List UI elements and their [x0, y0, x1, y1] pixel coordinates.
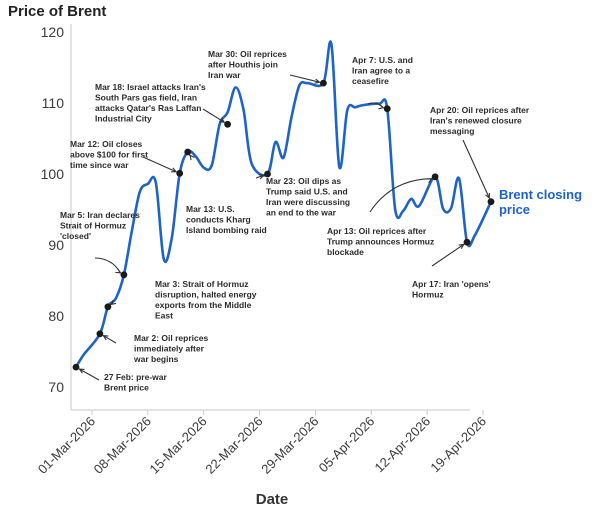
- annotation-arrow: [431, 243, 465, 267]
- annotation-arrowhead: [171, 167, 178, 173]
- annotation-arrowhead: [102, 335, 109, 341]
- x-axis: 01-Mar-202608-Mar-202615-Mar-202622-Mar-…: [35, 409, 489, 477]
- x-tick-label: 29-Mar-2026: [258, 414, 321, 477]
- annotation-arrow: [462, 139, 490, 199]
- y-tick-label: 110: [42, 95, 65, 111]
- annotation-label: Apr 7: U.S. and Iran agree to a ceasefire: [352, 55, 413, 86]
- annotation-arrow: [94, 257, 121, 274]
- annotation-arrows: [78, 74, 490, 381]
- y-tick-label: 100: [41, 166, 65, 182]
- annotation-arrowhead: [314, 78, 321, 84]
- annotation-label: Mar 23: Oil dips as Trump said U.S. and Ir…: [266, 176, 350, 218]
- brent-price-line: [74, 40, 493, 369]
- annotation-label: Apr 13: Oil reprices after Trump announce…: [327, 226, 434, 257]
- annotation-arrowhead: [115, 268, 122, 274]
- annotation-arrow: [79, 368, 100, 381]
- data-point-marker: [383, 105, 391, 113]
- y-tick-label: 80: [48, 308, 64, 324]
- data-point-marker: [463, 238, 471, 246]
- x-tick-label: 05-Apr-2026: [316, 414, 378, 476]
- annotation-label: Mar 2: Oil reprices immediately after war …: [133, 333, 208, 364]
- annotation-label: 27 Feb: pre-war Brent price: [104, 372, 168, 393]
- chart-title: Price of Brent: [8, 3, 106, 20]
- data-point-marker: [96, 330, 104, 338]
- annotation-arrow: [103, 335, 117, 344]
- data-point-marker: [320, 79, 327, 87]
- annotation-arrow: [369, 178, 432, 213]
- annotation-label: Apr 17: Iran 'opens' Hormuz: [412, 279, 491, 300]
- annotation-label: Mar 12: Oil closes above $100 for first ti…: [70, 139, 148, 170]
- annotation-arrowhead: [485, 192, 490, 200]
- y-tick-label: 70: [48, 379, 64, 395]
- annotation-arrow: [142, 156, 177, 173]
- annotation-arrowhead: [189, 154, 195, 161]
- annotation-arrowhead: [426, 178, 433, 184]
- data-point-marker: [487, 198, 495, 206]
- y-axis: 70 80 90 100 110 120: [41, 24, 72, 410]
- annotation-arrowhead: [378, 104, 385, 110]
- data-point-marker: [431, 173, 439, 181]
- annotation-label: Mar 5: Iran declares Strait of Hormuz'clo…: [60, 210, 140, 241]
- data-point-marker: [72, 363, 80, 371]
- annotation-arrowhead: [110, 299, 117, 306]
- x-tick-label: 15-Mar-2026: [147, 414, 210, 477]
- x-tick-label: 22-Mar-2026: [202, 414, 265, 477]
- x-tick-label: 08-Mar-2026: [91, 414, 154, 477]
- annotation-label: Mar 18: Israel attacks Iran's South Pars …: [95, 82, 206, 124]
- annotation-label: Apr 20: Oil reprices after Iran's renewed…: [430, 105, 530, 136]
- data-point-marker: [184, 148, 192, 156]
- annotation-label: Mar 3: Strait of Hormuz disruption, halte…: [155, 279, 257, 321]
- data-point-marker: [104, 303, 112, 311]
- data-point-marker: [264, 170, 271, 178]
- data-point-marker: [120, 271, 128, 279]
- annotation-label: Mar 13: U.S. conducts Kharg Island bombing…: [186, 204, 267, 235]
- annotation-arrowhead: [458, 243, 465, 249]
- x-tick-label: 12-Apr-2026: [372, 414, 434, 476]
- annotation-arrow: [255, 174, 264, 179]
- annotation-arrow: [202, 108, 225, 123]
- x-axis-label: Date: [256, 491, 289, 508]
- annotation-arrowhead: [258, 174, 265, 180]
- annotation-arrowhead: [78, 368, 85, 374]
- annotations: 27 Feb: pre-war Brent price Mar 2: Oil rep…: [60, 49, 530, 393]
- y-tick-label: 120: [41, 24, 65, 40]
- y-tick-label: 90: [48, 237, 64, 253]
- annotation-arrow: [289, 74, 320, 83]
- series-label: Brent closing price: [499, 187, 582, 217]
- annotation-label: Mar 30: Oil reprices after Houthis join Ir…: [208, 49, 287, 80]
- data-markers: [72, 79, 495, 371]
- data-point-marker: [176, 169, 184, 177]
- x-tick-label: 19-Apr-2026: [427, 414, 489, 476]
- annotation-arrowhead: [219, 117, 226, 123]
- data-point-marker: [224, 120, 232, 128]
- x-tick-label: 01-Mar-2026: [35, 414, 98, 477]
